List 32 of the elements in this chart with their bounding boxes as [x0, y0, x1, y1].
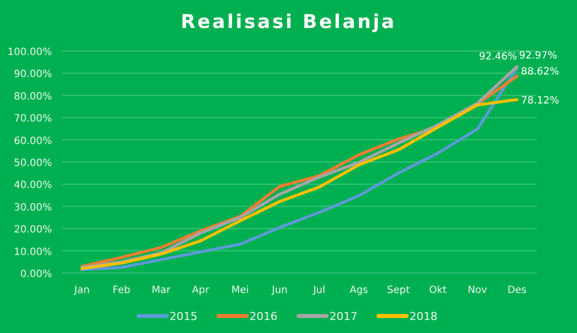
x-tick-label: Mar [152, 285, 172, 296]
x-tick-label: Mei [231, 285, 249, 296]
x-tick-label: Jul [312, 285, 326, 296]
y-tick-label: 50.00% [14, 158, 52, 169]
legend-label: 2015 [170, 310, 198, 323]
x-tick-label: Sept [386, 285, 410, 296]
data-label: 88.62% [521, 66, 560, 78]
data-label: 78.12% [521, 96, 560, 107]
x-tick-label: Des [507, 285, 527, 296]
y-tick-label: 80.00% [14, 91, 52, 102]
x-tick-label: Feb [112, 285, 130, 296]
y-tick-label: 90.00% [14, 69, 52, 80]
y-tick-label: 100.00% [8, 47, 52, 58]
x-tick-label: Okt [429, 285, 447, 296]
y-tick-label: 0.00% [20, 269, 52, 280]
y-tick-label: 40.00% [14, 180, 52, 192]
y-tick-label: 60.00% [14, 136, 52, 147]
legend-label: 2016 [250, 310, 278, 323]
y-tick-label: 30.00% [14, 202, 52, 214]
data-label: 92.46% [479, 52, 518, 63]
x-tick-label: Nov [468, 285, 488, 296]
y-tick-label: 70.00% [14, 114, 52, 125]
x-tick-label: Jun [270, 285, 288, 296]
chart-title: Realisasi Belanja [180, 11, 396, 33]
data-label: 92.97% [519, 50, 558, 62]
legend-label: 2017 [330, 310, 358, 323]
x-tick-label: Ags [350, 285, 368, 296]
x-tick-label: Jan [73, 285, 90, 296]
y-tick-label: 10.00% [14, 246, 52, 258]
legend-label: 2018 [410, 310, 438, 323]
x-tick-label: Apr [192, 285, 210, 296]
y-tick-label: 20.00% [14, 224, 52, 236]
